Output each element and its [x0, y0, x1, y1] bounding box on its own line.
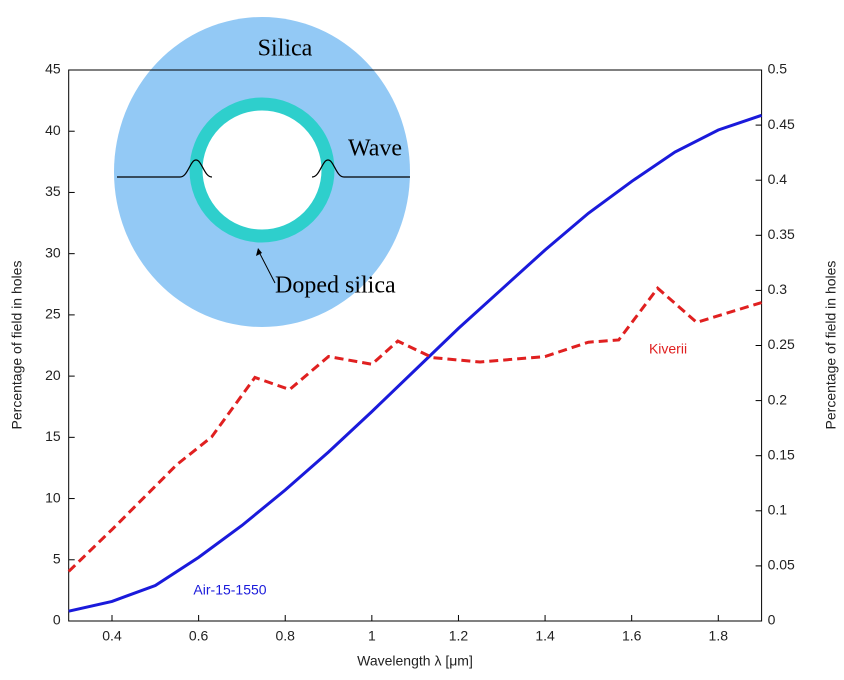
y-axis-label: Percentage of field in holes — [9, 261, 25, 430]
arrow — [257, 249, 276, 284]
y-tick-label: 30 — [45, 244, 61, 260]
x-tick-label: 1.6 — [622, 628, 642, 644]
x-tick-label: 1.8 — [709, 628, 729, 644]
series-label: Air-15-1550 — [193, 582, 266, 598]
y2-tick-label: 0 — [768, 612, 776, 628]
y2-tick-label: 0.45 — [768, 116, 795, 132]
y-tick-label: 40 — [45, 122, 61, 138]
doped-ring — [189, 97, 335, 243]
y2-tick-label: 0.05 — [768, 557, 795, 573]
y2-axis-label: Percentage of field in holes — [823, 261, 839, 430]
y-tick-label: 10 — [45, 489, 61, 505]
y2-tick-label: 0.25 — [768, 336, 795, 352]
y2-tick-label: 0.1 — [768, 502, 788, 518]
x-tick-label: 1.2 — [449, 628, 469, 644]
y-tick-label: 20 — [45, 367, 61, 383]
inset-label: Silica — [258, 36, 313, 62]
y2-tick-label: 0.5 — [768, 61, 788, 77]
series-line — [68, 113, 763, 613]
x-tick-label: 1.4 — [535, 628, 555, 644]
x-tick-label: 1 — [368, 628, 376, 644]
series-label: Kiverii — [649, 341, 687, 357]
y2-tick-label: 0.35 — [768, 226, 795, 242]
y2-tick-label: 0.2 — [768, 391, 788, 407]
inset-label: Wave — [348, 136, 402, 162]
y2-tick-label: 0.3 — [768, 281, 788, 297]
y-tick-label: 45 — [45, 61, 61, 77]
x-axis-label: Wavelength λ [μm] — [357, 653, 473, 669]
y-tick-label: 15 — [45, 428, 61, 444]
y-tick-label: 35 — [45, 183, 61, 199]
x-tick-label: 0.6 — [189, 628, 209, 644]
wave-profile — [117, 159, 410, 178]
y-tick-label: 5 — [53, 550, 61, 566]
y2-tick-label: 0.15 — [768, 446, 795, 462]
inset-label: Doped silica — [275, 273, 396, 299]
y-tick-label: 0 — [53, 612, 61, 628]
x-tick-label: 0.8 — [275, 628, 295, 644]
arrow-head — [256, 248, 262, 256]
x-tick-label: 0.4 — [102, 628, 122, 644]
y-tick-label: 25 — [45, 306, 61, 322]
series-line — [67, 286, 763, 573]
y2-tick-label: 0.4 — [768, 171, 788, 187]
inset: Silica Wave Doped silica — [114, 17, 410, 327]
plot-frame — [68, 69, 763, 622]
